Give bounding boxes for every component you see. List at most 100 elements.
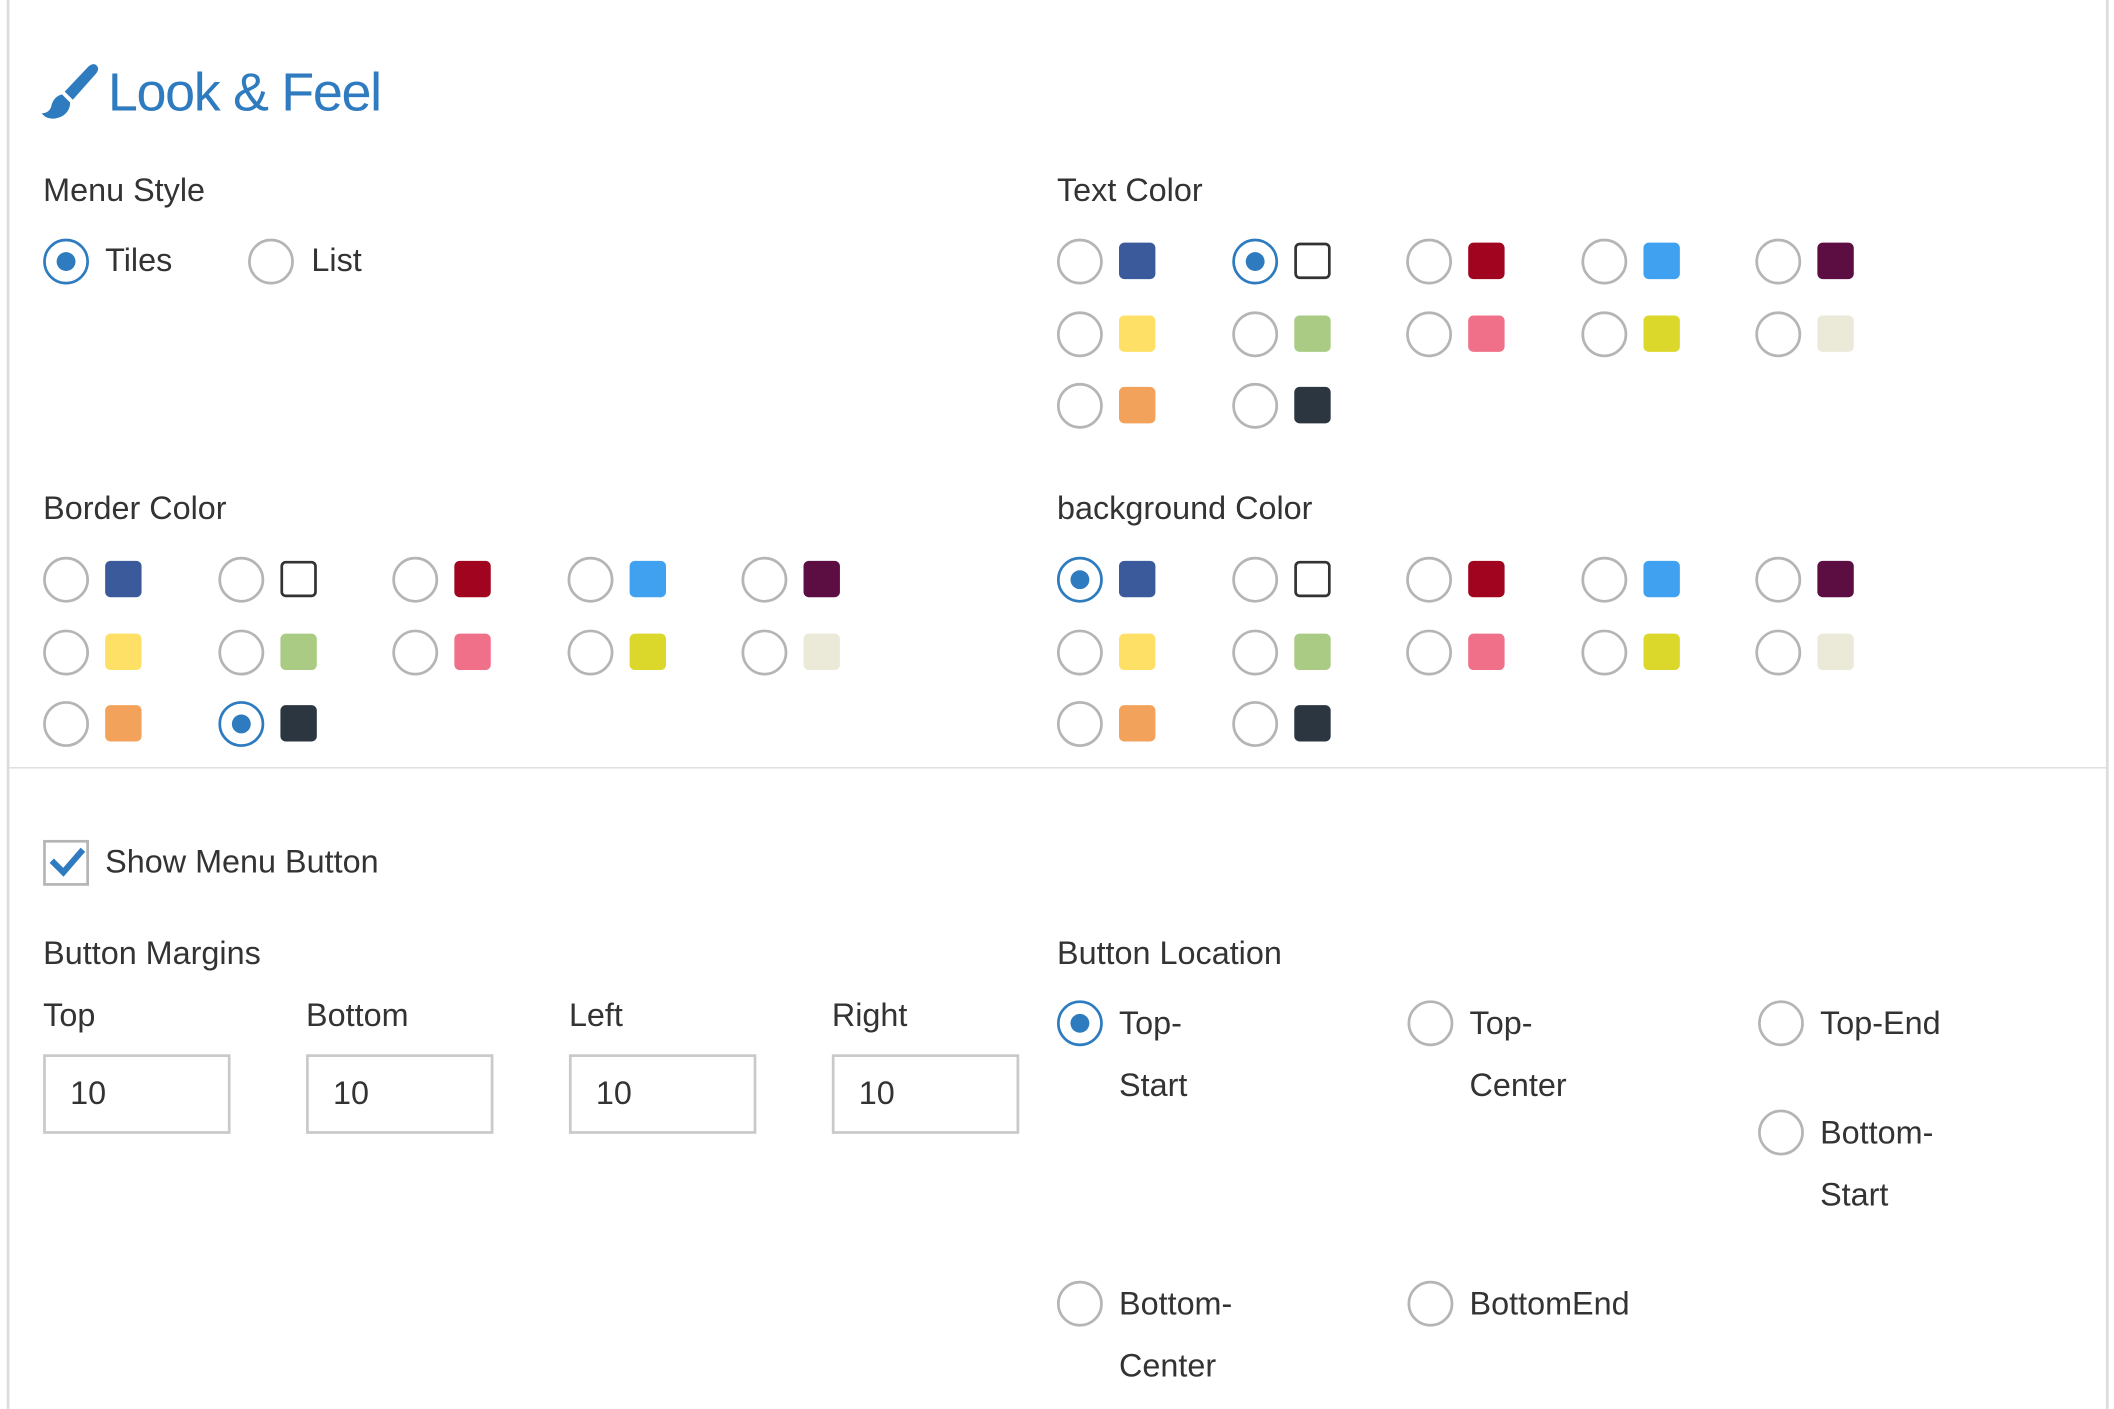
background-color-swatch-6[interactable] xyxy=(1293,632,1330,670)
text-color-radio-1[interactable] xyxy=(1231,238,1278,285)
background-color-radio-10[interactable] xyxy=(1056,701,1103,747)
text-color-swatch-1[interactable] xyxy=(1293,242,1330,280)
background-color-swatch-1[interactable] xyxy=(1293,560,1330,598)
text-color-radio-7[interactable] xyxy=(1406,310,1453,357)
border-color-radio-10[interactable] xyxy=(43,701,89,747)
border-color-swatch-4[interactable] xyxy=(803,560,840,598)
location-bottom-center-label: Bottom- Center xyxy=(1119,1274,1232,1398)
border-color-swatch-2[interactable] xyxy=(454,560,491,598)
button-location-label: Button Location xyxy=(1056,935,1282,973)
background-color-swatch-7[interactable] xyxy=(1468,632,1505,670)
border-color-radio-4[interactable] xyxy=(741,556,788,603)
background-color-swatch-2[interactable] xyxy=(1468,560,1505,598)
background-color-radio-4[interactable] xyxy=(1755,556,1802,603)
background-color-radio-0[interactable] xyxy=(1056,556,1103,603)
location-top-start-label: Top- Start xyxy=(1119,994,1187,1118)
border-color-swatch-3[interactable] xyxy=(628,560,666,598)
text-color-radio-3[interactable] xyxy=(1580,238,1627,285)
background-color-radio-1[interactable] xyxy=(1231,556,1278,603)
background-color-radio-2[interactable] xyxy=(1406,556,1453,603)
location-bottom-end-radio[interactable] xyxy=(1407,1280,1454,1327)
background-color-swatch-3[interactable] xyxy=(1642,560,1680,598)
border-color-radio-8[interactable] xyxy=(566,628,613,675)
border-color-swatch-7[interactable] xyxy=(454,632,491,670)
background-color-radio-3[interactable] xyxy=(1580,556,1627,603)
border-color-radio-5[interactable] xyxy=(43,628,89,675)
text-color-swatch-4[interactable] xyxy=(1817,242,1854,280)
border-color-radio-3[interactable] xyxy=(566,556,613,603)
margin-bottom-input[interactable] xyxy=(306,1054,494,1134)
margin-left-label: Left xyxy=(568,997,623,1035)
border-color-radio-6[interactable] xyxy=(217,628,264,675)
text-color-radio-8[interactable] xyxy=(1580,310,1627,357)
section-title: Look & Feel xyxy=(40,62,382,124)
border-color-swatch-10[interactable] xyxy=(105,705,142,742)
text-color-radio-11[interactable] xyxy=(1231,382,1278,429)
border-color-swatch-9[interactable] xyxy=(803,632,840,670)
border-color-radio-0[interactable] xyxy=(43,556,89,603)
text-color-swatch-5[interactable] xyxy=(1119,314,1156,352)
background-color-swatch-4[interactable] xyxy=(1817,560,1854,598)
text-color-radio-9[interactable] xyxy=(1755,310,1802,357)
background-color-radio-11[interactable] xyxy=(1231,701,1278,747)
text-color-swatch-2[interactable] xyxy=(1468,242,1505,280)
location-top-center-radio[interactable] xyxy=(1407,1000,1454,1047)
text-color-radio-10[interactable] xyxy=(1056,382,1103,429)
location-top-center-line1: Top- xyxy=(1469,1005,1533,1043)
border-color-swatch-1[interactable] xyxy=(279,560,317,598)
text-color-swatch-8[interactable] xyxy=(1642,314,1680,352)
menu-style-list-radio[interactable] xyxy=(248,238,294,285)
text-color-radio-0[interactable] xyxy=(1056,238,1103,285)
background-color-radio-9[interactable] xyxy=(1755,628,1802,675)
location-top-start-radio[interactable] xyxy=(1056,1000,1103,1047)
location-bottom-center-radio[interactable] xyxy=(1056,1280,1103,1327)
background-color-swatch-5[interactable] xyxy=(1119,632,1156,670)
background-color-swatch-9[interactable] xyxy=(1817,632,1854,670)
text-color-swatch-9[interactable] xyxy=(1817,314,1854,352)
text-color-swatch-6[interactable] xyxy=(1293,314,1330,352)
show-menu-button-checkbox[interactable] xyxy=(43,839,89,886)
text-color-radio-2[interactable] xyxy=(1406,238,1453,285)
panel-border-left xyxy=(6,0,10,1409)
background-color-swatch-10[interactable] xyxy=(1119,705,1156,742)
background-color-radio-7[interactable] xyxy=(1406,628,1453,675)
border-color-radio-9[interactable] xyxy=(741,628,788,675)
location-bottom-start-radio[interactable] xyxy=(1758,1109,1804,1156)
border-color-swatch-8[interactable] xyxy=(628,632,666,670)
border-color-radio-11[interactable] xyxy=(217,701,264,747)
location-top-end-radio[interactable] xyxy=(1758,1000,1804,1047)
panel-border-right xyxy=(2105,0,2109,1409)
text-color-label: Text Color xyxy=(1056,172,1203,209)
text-color-swatch-10[interactable] xyxy=(1119,386,1156,424)
border-color-radio-1[interactable] xyxy=(217,556,264,603)
menu-style-tiles-radio[interactable] xyxy=(43,238,89,285)
margin-right-input[interactable] xyxy=(831,1054,1020,1134)
background-color-label: background Color xyxy=(1056,490,1313,528)
text-color-swatch-3[interactable] xyxy=(1642,242,1680,280)
text-color-swatch-11[interactable] xyxy=(1293,386,1330,424)
border-color-radio-7[interactable] xyxy=(392,628,439,675)
background-color-swatch-8[interactable] xyxy=(1642,632,1680,670)
background-color-radio-5[interactable] xyxy=(1056,628,1103,675)
location-bottom-start-label: Bottom- Start xyxy=(1820,1103,1933,1227)
text-color-radio-6[interactable] xyxy=(1231,310,1278,357)
text-color-radio-5[interactable] xyxy=(1056,310,1103,357)
border-color-swatch-5[interactable] xyxy=(105,632,142,670)
text-color-radio-4[interactable] xyxy=(1755,238,1802,285)
background-color-radio-6[interactable] xyxy=(1231,628,1278,675)
border-color-swatch-6[interactable] xyxy=(279,632,317,670)
margin-top-input[interactable] xyxy=(43,1054,231,1134)
location-top-end-label: Top-End xyxy=(1820,994,1941,1056)
location-top-end-line1: Top-End xyxy=(1820,1005,1941,1043)
text-color-swatch-7[interactable] xyxy=(1468,314,1505,352)
background-color-swatch-11[interactable] xyxy=(1293,705,1330,742)
text-color-swatch-0[interactable] xyxy=(1119,242,1156,280)
border-color-radio-2[interactable] xyxy=(392,556,439,603)
border-color-swatch-11[interactable] xyxy=(279,705,317,742)
background-color-radio-8[interactable] xyxy=(1580,628,1627,675)
border-color-swatch-0[interactable] xyxy=(105,560,142,598)
margin-left-input[interactable] xyxy=(568,1054,757,1134)
menu-style-list-label: List xyxy=(311,242,362,280)
background-color-swatch-0[interactable] xyxy=(1119,560,1156,598)
